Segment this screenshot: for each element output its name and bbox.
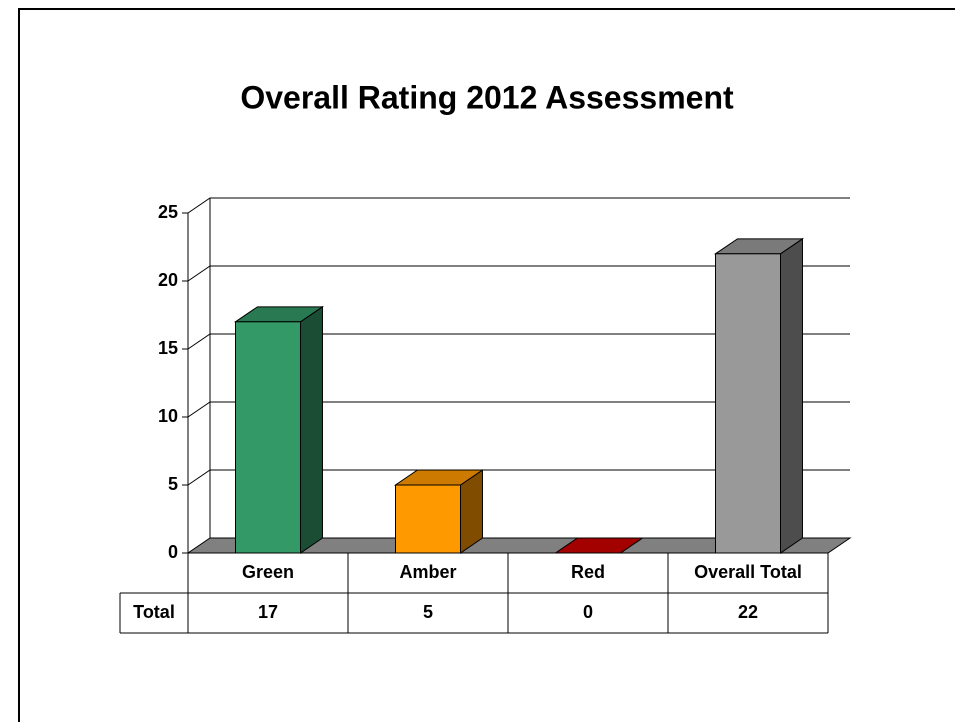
bar <box>395 484 461 554</box>
grid-line <box>187 265 850 282</box>
y-tick-label: 20 <box>158 270 178 290</box>
x-tick-label: Red <box>571 562 605 582</box>
bar-side <box>780 237 803 554</box>
bar <box>235 321 301 554</box>
y-tick-label: 0 <box>168 542 178 562</box>
y-tick-label: 10 <box>158 406 178 426</box>
y-tick-label: 5 <box>168 474 178 494</box>
grid-line <box>187 401 850 418</box>
table-value: 17 <box>258 602 278 622</box>
grid-line <box>187 469 850 486</box>
y-tick-label: 25 <box>158 202 178 222</box>
x-tick-label: Green <box>242 562 294 582</box>
y-tick-label: 15 <box>158 338 178 358</box>
bar-side <box>300 305 323 554</box>
chart-title: Overall Rating 2012 Assessment <box>240 79 734 115</box>
grid-line <box>187 197 850 214</box>
bar-top <box>553 537 645 554</box>
x-tick-label: Amber <box>399 562 456 582</box>
x-tick-label: Overall Total <box>694 562 802 582</box>
table-value: 22 <box>738 602 758 622</box>
table-value: 0 <box>583 602 593 622</box>
legend-label: Total <box>133 602 175 622</box>
grid-line <box>187 333 850 350</box>
bar <box>715 253 781 554</box>
table-value: 5 <box>423 602 433 622</box>
